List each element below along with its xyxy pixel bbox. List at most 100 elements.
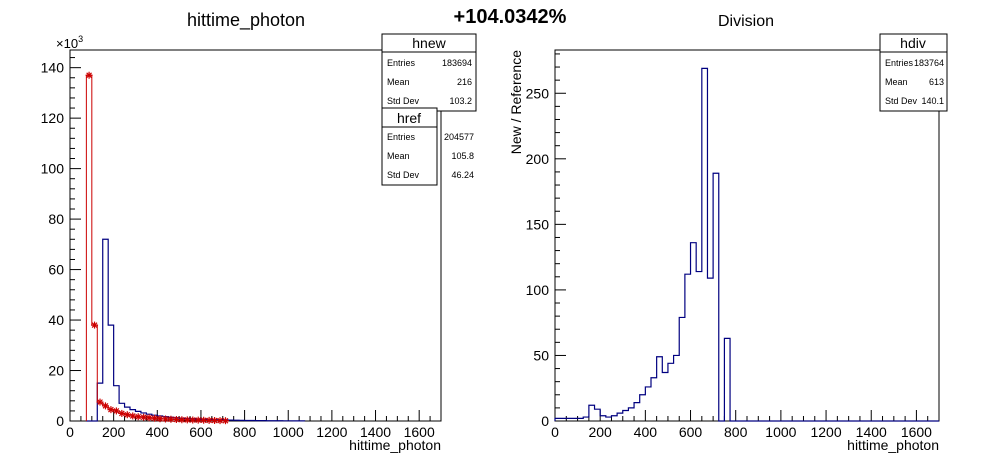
stats-value: 183694 xyxy=(442,58,472,68)
marker-stroke xyxy=(168,416,174,423)
stats-label: Std Dev xyxy=(885,96,918,106)
series-href-point xyxy=(91,321,99,329)
stats-value: 105.8 xyxy=(451,151,474,161)
marker-stroke xyxy=(97,399,103,405)
stats-label: Entries xyxy=(387,132,416,142)
series-href-point xyxy=(205,416,213,424)
marker-stroke xyxy=(211,417,218,424)
stats-label: Entries xyxy=(387,58,416,68)
series-href-point xyxy=(107,406,115,414)
y-tick-label: 120 xyxy=(41,110,65,126)
x-tick-label: 1000 xyxy=(273,424,304,440)
right-title: Division xyxy=(718,13,774,30)
x-tick-label: 200 xyxy=(588,424,612,440)
stats-label: Std Dev xyxy=(387,96,420,106)
series-href-point xyxy=(123,411,131,419)
x-tick-label: 400 xyxy=(146,424,170,440)
marker-stroke xyxy=(195,417,202,423)
y-tick-label: 250 xyxy=(526,85,550,101)
x-tick-label: 1000 xyxy=(765,424,796,440)
series-href-point xyxy=(221,417,229,425)
series-hdiv-line xyxy=(554,67,939,422)
marker-stroke xyxy=(146,414,152,421)
marker-stroke xyxy=(135,413,142,420)
left-plot-area: 0 200 400 600 800 1000 1200 1400 1600 0 20 40 60 80 10… xyxy=(41,57,442,440)
marker-stroke xyxy=(206,417,212,424)
stats-value: 140.1 xyxy=(921,96,944,106)
x-tick-label: 800 xyxy=(724,424,748,440)
marker-stroke xyxy=(124,411,131,418)
x-tick-label: 200 xyxy=(102,424,126,440)
marker-stroke xyxy=(178,416,185,423)
series-href-point xyxy=(118,409,126,417)
stats-box-hnew: hnew Entries 183694 Mean 216 Std Dev 103… xyxy=(381,33,477,112)
left-panel: hittime_photon 0 200 400 600 800 1000 1200 1400… xyxy=(41,10,477,453)
x-tick-label: 1200 xyxy=(810,424,841,440)
right-y-axis-label: New / Reference xyxy=(508,50,524,154)
stats-label: Mean xyxy=(387,151,410,161)
y-tick-label: 0 xyxy=(541,413,549,429)
stats-label: Entries xyxy=(885,58,914,68)
marker-stroke xyxy=(91,322,98,328)
stats-box-title: hnew xyxy=(412,35,446,51)
x-tick-label: 1400 xyxy=(360,424,391,440)
stats-box-title: href xyxy=(397,110,421,126)
marker-stroke xyxy=(151,415,158,422)
stats-label: Mean xyxy=(387,77,410,87)
right-panel: Division 0 200 400 600 800 1000 1200 1400 1600 0 5… xyxy=(508,13,948,453)
series-href-point xyxy=(85,71,93,79)
x-tick-label: 0 xyxy=(551,424,559,440)
marker-stroke xyxy=(222,417,229,424)
marker-stroke xyxy=(157,415,163,422)
y-tick-label: 0 xyxy=(56,413,64,429)
y-tick-label: 50 xyxy=(533,347,549,363)
stats-value: 183764 xyxy=(914,58,944,68)
y-tick-label: 150 xyxy=(526,216,550,232)
marker-stroke xyxy=(129,413,136,419)
marker-stroke xyxy=(173,416,180,423)
y-tick-label: 20 xyxy=(48,363,64,379)
stats-value: 613 xyxy=(929,77,944,87)
x-tick-label: 1600 xyxy=(404,424,435,440)
y-tick-label: 100 xyxy=(41,161,65,177)
marker-stroke xyxy=(118,410,125,417)
x-tick-label: 600 xyxy=(679,424,703,440)
stats-value: 46.24 xyxy=(451,170,474,180)
series-href-point xyxy=(129,412,137,420)
x-tick-label: 600 xyxy=(189,424,213,440)
stats-value: 204577 xyxy=(444,132,474,142)
y-tick-label: 60 xyxy=(48,262,64,278)
stats-value: 103.2 xyxy=(449,96,472,106)
x-tick-label: 0 xyxy=(66,424,74,440)
x-tick-label: 400 xyxy=(634,424,658,440)
marker-stroke xyxy=(184,416,191,423)
stats-box-title: hdiv xyxy=(900,35,926,51)
series-href-point xyxy=(101,402,109,410)
x-tick-label: 800 xyxy=(233,424,257,440)
marker-stroke xyxy=(200,417,207,424)
left-y-multiplier: ×103 xyxy=(56,34,83,51)
y-tick-label: 40 xyxy=(48,312,64,328)
marker-stroke xyxy=(217,417,223,424)
y-tick-label: 80 xyxy=(48,211,64,227)
y-tick-label: 200 xyxy=(526,151,550,167)
left-title: hittime_photon xyxy=(187,10,305,31)
stats-box-hdiv: hdiv Entries 183764 Mean 613 Std Dev 140… xyxy=(879,33,948,112)
marker-stroke xyxy=(108,406,114,413)
stats-box-href: href Entries 204577 Mean 105.8 Std Dev 4… xyxy=(381,107,474,186)
x-tick-label: 1600 xyxy=(901,424,932,440)
y-tick-label: 140 xyxy=(41,60,65,76)
marker-stroke xyxy=(102,402,109,409)
marker-stroke xyxy=(189,417,196,423)
x-tick-label: 1400 xyxy=(856,424,887,440)
right-x-axis-label: hittime_photon xyxy=(847,437,939,453)
series-hnew-line xyxy=(86,238,306,422)
x-tick-label: 1200 xyxy=(316,424,347,440)
stats-label: Mean xyxy=(885,77,908,87)
right-plot-area: 0 200 400 600 800 1000 1200 1400 1600 0 50 100 150 20… xyxy=(526,53,940,440)
marker-stroke xyxy=(162,416,169,422)
stats-value: 216 xyxy=(457,77,472,87)
series-href-point xyxy=(96,398,104,406)
series-href-point xyxy=(112,407,120,415)
